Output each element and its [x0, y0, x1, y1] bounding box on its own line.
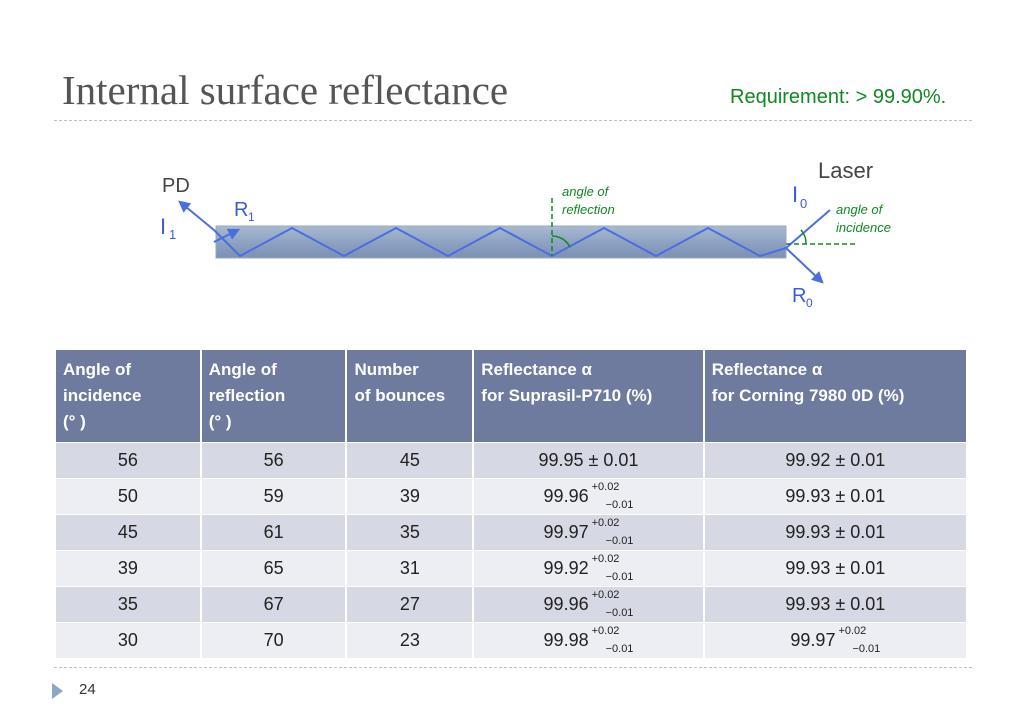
cell-corning: 99.93 ± 0.01: [702, 586, 969, 623]
r0-label: R: [792, 285, 806, 307]
cell-reflection: 67: [199, 586, 348, 623]
glass-slab: [215, 225, 787, 259]
cell-bounces: 45: [345, 442, 475, 479]
title-divider: [54, 120, 972, 121]
tolerance: +0.02 −0.01: [591, 517, 634, 548]
table-row: 50 59 39 99.96 +0.02 −0.01 99.93 ± 0.01: [54, 478, 969, 515]
i0-subscript: 0: [800, 196, 807, 211]
requirement-note: Requirement: > 99.90%.: [730, 86, 947, 108]
header-suprasil: Reflectance α for Suprasil-P710 (%): [472, 350, 705, 443]
reflected-beam-r0: [785, 247, 824, 284]
r0-subscript: 0: [806, 296, 813, 310]
angle-incidence-label-1: angle of: [836, 202, 884, 217]
reflected-beam-r1: [213, 228, 241, 243]
cell-incidence: 35: [54, 586, 202, 623]
cell-suprasil: 99.97 +0.02 −0.01: [472, 514, 705, 551]
i1-subscript: 1: [169, 227, 176, 242]
reflectance-table: Angle of incidence (° ) Angle of reflection…: [54, 350, 969, 658]
reflection-diagram: PD Laser I 1 R 1 I 0 R 0 angle of reflec…: [160, 158, 891, 310]
cell-corning: 99.92 ± 0.01: [702, 442, 969, 479]
cell-bounces: 31: [345, 550, 475, 587]
cell-incidence: 50: [54, 478, 202, 515]
r1-subscript: 1: [248, 210, 255, 224]
cell-reflection: 70: [199, 622, 348, 658]
pd-label: PD: [162, 175, 190, 197]
cell-suprasil: 99.96 +0.02 −0.01: [472, 586, 705, 623]
header-incidence: Angle of incidence (° ): [54, 350, 202, 443]
angle-reflection-label-2: reflection: [562, 202, 615, 217]
cell-bounces: 35: [345, 514, 475, 551]
cell-incidence: 30: [54, 622, 202, 658]
angle-incidence-label-2: incidence: [836, 220, 891, 235]
reflection-angle-arc: [551, 235, 571, 248]
tolerance: +0.02 −0.01: [591, 625, 634, 656]
cell-reflection: 59: [199, 478, 348, 515]
table-header-row: Angle of incidence (° ) Angle of reflection…: [54, 350, 969, 443]
cell-incidence: 56: [54, 442, 202, 479]
table-row: 39 65 31 99.92 +0.02 −0.01 99.93 ± 0.01: [54, 550, 969, 587]
page-number: 24: [79, 681, 96, 698]
incidence-angle-arc: [800, 229, 807, 245]
i0-label: I: [792, 182, 798, 207]
laser-beam-i0: [785, 209, 831, 249]
cell-incidence: 45: [54, 514, 202, 551]
angle-reflection-label-1: angle of: [562, 184, 610, 199]
cell-corning: 99.93 ± 0.01: [702, 478, 969, 515]
cell-reflection: 56: [199, 442, 348, 479]
cell-corning: 99.93 ± 0.01: [702, 514, 969, 551]
header-reflection: Angle of reflection (° ): [199, 350, 348, 443]
header-corning: Reflectance α for Corning 7980 0D (%): [702, 350, 969, 443]
cell-suprasil: 99.95 ± 0.01: [472, 442, 705, 479]
table-row: 35 67 27 99.96 +0.02 −0.01 99.93 ± 0.01: [54, 586, 969, 623]
triangle-right-icon: [52, 683, 63, 699]
table-row: 45 61 35 99.97 +0.02 −0.01 99.93 ± 0.01: [54, 514, 969, 551]
cell-bounces: 23: [345, 622, 475, 658]
laser-label: Laser: [818, 158, 873, 183]
cell-bounces: 39: [345, 478, 475, 515]
tolerance: +0.02 −0.01: [838, 625, 881, 656]
cell-suprasil: 99.96 +0.02 −0.01: [472, 478, 705, 515]
bounce-beam: [213, 226, 787, 258]
cell-suprasil: 99.98 +0.02 −0.01: [472, 622, 705, 658]
cell-bounces: 27: [345, 586, 475, 623]
output-beam-i1: [178, 200, 215, 231]
cell-reflection: 61: [199, 514, 348, 551]
cell-incidence: 39: [54, 550, 202, 587]
cell-corning: 99.93 ± 0.01: [702, 550, 969, 587]
table-row: 30 70 23 99.98 +0.02 −0.01 99.97 +0.02 −0.01: [54, 622, 969, 658]
tolerance: +0.02 −0.01: [591, 589, 634, 620]
slide-title: Internal surface reflectance: [62, 67, 509, 113]
tolerance: +0.02 −0.01: [591, 553, 634, 584]
cell-reflection: 65: [199, 550, 348, 587]
table-row: 56 56 45 99.95 ± 0.01 99.92 ± 0.01: [54, 442, 969, 479]
tolerance: +0.02 −0.01: [591, 481, 634, 512]
cell-suprasil: 99.92 +0.02 −0.01: [472, 550, 705, 587]
cell-corning: 99.97 +0.02 −0.01: [702, 622, 969, 658]
header-bounces: Number of bounces: [345, 350, 475, 443]
i1-label: I: [160, 214, 166, 239]
footer-divider: [54, 667, 972, 668]
r1-label: R: [234, 199, 248, 221]
